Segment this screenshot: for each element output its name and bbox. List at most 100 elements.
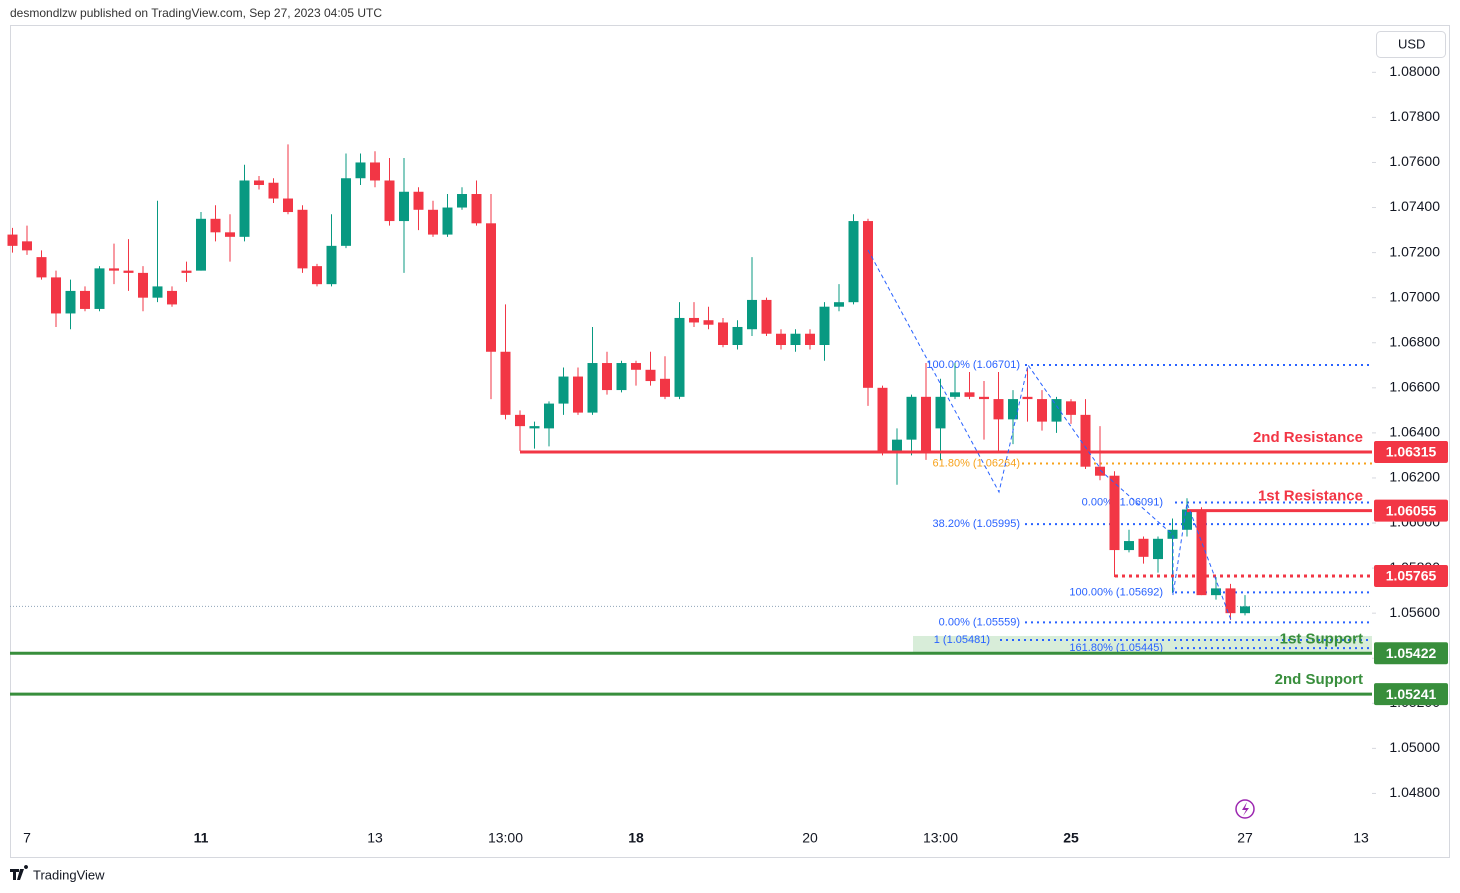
candle-body xyxy=(355,162,366,179)
y-tick-label: 1.06200 xyxy=(1389,469,1440,485)
candle-body xyxy=(36,257,47,278)
candle-body xyxy=(834,302,844,307)
y-tick-label: 1.07800 xyxy=(1389,108,1440,124)
candle-body xyxy=(993,399,1004,420)
candle-body xyxy=(1211,588,1221,596)
candle-body xyxy=(616,363,627,391)
candle-body xyxy=(138,272,148,298)
x-tick-label: 18 xyxy=(628,830,644,846)
candle-body xyxy=(718,322,728,345)
candle-body xyxy=(645,369,656,382)
candle-body xyxy=(761,299,772,334)
candle-body xyxy=(544,403,554,429)
candle-body xyxy=(776,333,786,345)
level-name: 2nd Support xyxy=(1275,671,1363,688)
x-tick-label: 13 xyxy=(1353,830,1369,846)
y-tick-label: 1.06400 xyxy=(1389,424,1440,440)
candle-body xyxy=(515,414,525,427)
candle-body xyxy=(1182,509,1192,530)
icon-bolt xyxy=(1242,802,1249,816)
candle-body xyxy=(1080,414,1091,467)
fib-label: 100.00% (1.06701) xyxy=(926,359,1020,371)
candle-body xyxy=(384,180,395,222)
level-name: 1st Resistance xyxy=(1258,488,1363,505)
candle-body xyxy=(500,351,511,415)
candle-body xyxy=(442,207,453,235)
fib-drawings xyxy=(867,249,1232,621)
candle-body xyxy=(283,198,293,213)
x-tick-label: 27 xyxy=(1237,830,1253,846)
candle-body xyxy=(674,317,685,397)
candle-body xyxy=(1196,509,1207,596)
candle-body xyxy=(1153,538,1163,560)
candle-body xyxy=(1037,399,1047,422)
candle-body xyxy=(979,396,989,400)
fib-label: 0.00% (1.06091) xyxy=(1082,496,1163,508)
fib-label: 38.20% (1.05995) xyxy=(933,518,1020,530)
candle-body xyxy=(602,363,612,391)
y-tick-label: 1.07400 xyxy=(1389,198,1440,214)
candle-body xyxy=(399,191,409,222)
level-name: 2nd Resistance xyxy=(1253,429,1363,446)
candle-body xyxy=(805,333,815,345)
candle-body xyxy=(921,396,931,454)
candle-body xyxy=(326,245,337,285)
candle-body xyxy=(486,223,496,352)
y-tick-label: 1.06600 xyxy=(1389,379,1440,395)
candle-body xyxy=(877,387,888,454)
brand-logo xyxy=(10,865,29,880)
candle-body xyxy=(1109,475,1120,551)
candle-body xyxy=(935,396,946,429)
fib-label: 61.80% (1.06264) xyxy=(933,457,1020,469)
candle-body xyxy=(892,439,902,454)
candle-body xyxy=(964,392,975,397)
price-box xyxy=(1374,564,1448,587)
currency-box[interactable] xyxy=(1376,31,1446,58)
candle-body xyxy=(631,363,641,370)
y-tick-label: 1.07600 xyxy=(1389,153,1440,169)
candle-body xyxy=(65,290,76,314)
candle-body xyxy=(254,180,264,185)
fib-label: 161.80% (1.05445) xyxy=(1069,642,1163,654)
price-box-label: 1.05241 xyxy=(1386,686,1437,702)
candle-body xyxy=(1066,401,1076,415)
candle-body xyxy=(950,392,960,397)
candle-body xyxy=(7,234,18,246)
y-tick-label: 1.08000 xyxy=(1389,63,1440,79)
candle-body xyxy=(573,376,583,413)
candle-body xyxy=(196,218,206,271)
candle-body xyxy=(1095,466,1105,476)
candle-body xyxy=(413,191,424,210)
x-tick-label: 13:00 xyxy=(923,830,958,846)
candle-body xyxy=(1022,396,1033,400)
candle-body xyxy=(587,363,598,413)
x-tick-label: 13:00 xyxy=(488,830,523,846)
candle-body xyxy=(268,182,279,199)
fib-label: 1 (1.05481) xyxy=(934,634,990,646)
price-box xyxy=(1374,499,1448,522)
candle-body xyxy=(225,232,235,237)
chart-frame xyxy=(10,25,1450,858)
candle-body xyxy=(312,266,322,285)
brand-name: TradingView xyxy=(33,867,105,882)
candle-body xyxy=(819,306,830,345)
price-box-label: 1.05765 xyxy=(1386,568,1437,584)
candle-body xyxy=(689,317,699,323)
candle-body xyxy=(181,270,192,273)
x-tick-label: 7 xyxy=(23,830,31,846)
candle-body xyxy=(863,221,873,388)
candle-body xyxy=(94,268,105,309)
candle-body xyxy=(152,286,163,298)
plot-area: 100.00% (1.06701) 61.80% (1.06264) 0.00% (… xyxy=(7,144,1372,696)
candle-body xyxy=(1138,538,1149,557)
x-tick-label: 11 xyxy=(194,830,209,846)
y-tick-label: 1.07200 xyxy=(1389,243,1440,259)
y-tick-label: 1.04800 xyxy=(1389,784,1440,800)
y-tick-label: 1.05000 xyxy=(1389,739,1440,755)
x-tick-label: 13 xyxy=(367,830,383,846)
price-box xyxy=(1374,441,1448,464)
candle-body xyxy=(660,378,670,397)
replay-icon[interactable] xyxy=(1235,799,1255,819)
price-box xyxy=(1374,683,1448,706)
brand: TradingView xyxy=(10,865,105,882)
